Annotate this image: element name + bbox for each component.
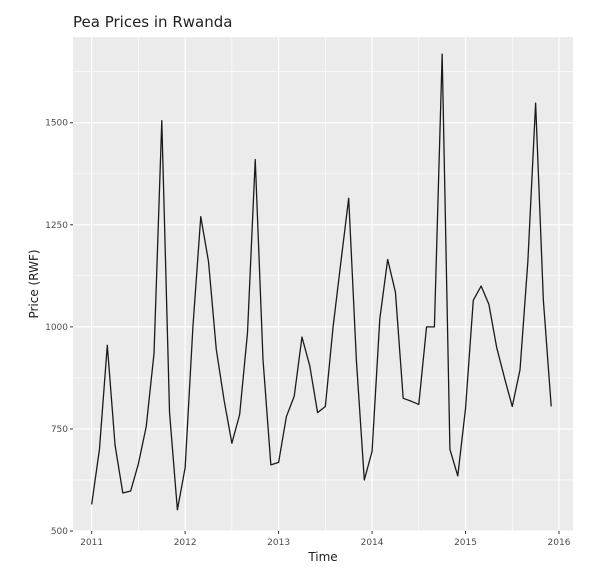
chart-title: Pea Prices in Rwanda [73,13,232,31]
x-tick-label: 2013 [267,538,290,548]
major-gridlines [73,37,573,532]
y-tick-label: 1250 [45,221,68,231]
plot-panel [73,37,573,531]
x-axis-ticks: 2011 2012 2013 2014 2015 2016 [80,531,571,548]
y-axis-title: Price (RWF) [27,249,41,318]
y-tick-label: 1000 [45,323,68,333]
y-tick-label: 750 [51,425,68,435]
x-tick-label: 2012 [174,538,197,548]
y-tick-label: 500 [51,527,68,537]
series-line [91,53,552,511]
x-tick-label: 2015 [454,538,477,548]
x-tick-label: 2014 [361,538,384,548]
x-axis-title: Time [307,550,337,564]
x-tick-label: 2011 [80,538,103,548]
y-tick-label: 1500 [45,119,68,129]
y-axis-ticks: 500 750 1000 1250 1500 [45,119,73,537]
x-tick-label: 2016 [548,538,571,548]
